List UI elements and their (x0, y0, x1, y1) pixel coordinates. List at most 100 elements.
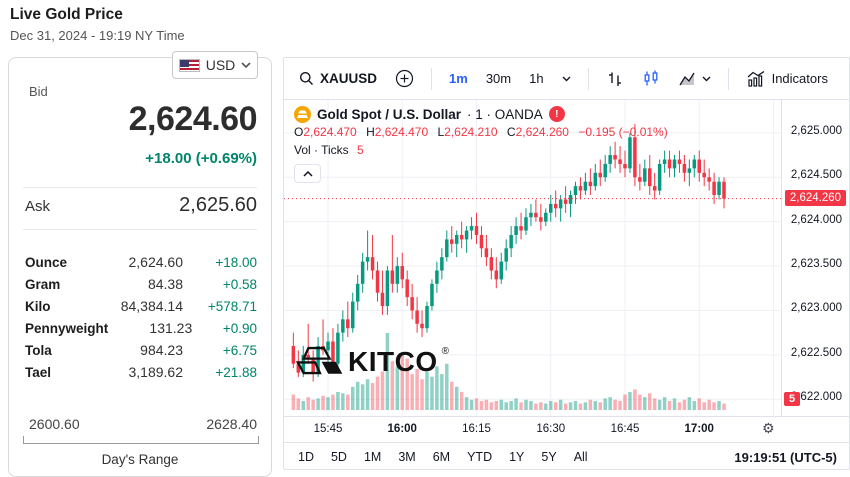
symbol-title[interactable]: Gold Spot / U.S. Dollar (317, 106, 462, 122)
unit-change: +21.88 (215, 364, 257, 380)
toolbar-divider (431, 67, 433, 90)
gold-coin-icon (294, 105, 311, 123)
change-value: −0.195 (−0.01%) (578, 125, 668, 139)
kitco-watermark-text: KITCO (348, 345, 438, 377)
price-axis-label: 2,624.500 (790, 169, 842, 182)
range-all-button[interactable]: All (573, 450, 588, 464)
unit-label: Tola (25, 342, 52, 358)
unit-value: 2,624.60 (128, 254, 184, 270)
range-1m-button[interactable]: 1M (363, 450, 382, 464)
day-range-low: 2600.60 (29, 416, 80, 432)
chart-toolbar: XAUUSD 1m 30m 1h (284, 58, 849, 100)
close-label: C (506, 125, 516, 139)
range-ytd-button[interactable]: YTD (467, 450, 493, 464)
candlestick-plot[interactable] (284, 100, 781, 416)
range-6m-button[interactable]: 6M (432, 450, 451, 464)
symbol-label: XAUUSD (320, 71, 378, 86)
legend-volume-row: Vol · Ticks 5 (294, 143, 668, 158)
ask-value: 2,625.60 (179, 194, 257, 216)
low-label: L (437, 125, 445, 139)
toolbar-divider (727, 67, 729, 90)
chevron-down-icon (241, 62, 251, 68)
bars-style-button[interactable] (601, 67, 629, 91)
table-row-tael: Tael 3,189.62 +21.88 (25, 361, 257, 383)
page-title: Live Gold Price (10, 6, 123, 23)
unit-value: 984.23 (140, 342, 183, 358)
unit-label: Ounce (25, 254, 68, 270)
range-1y-button[interactable]: 1Y (509, 450, 525, 464)
toolbar-divider (587, 67, 589, 90)
unit-value: 131.23 (149, 320, 193, 336)
divider (23, 229, 257, 230)
price-axis-label: 2,623.500 (790, 258, 842, 271)
legend-collapse-button[interactable] (294, 164, 321, 183)
price-axis-label: 2,625.000 (790, 124, 842, 137)
time-axis-label: 16:45 (610, 423, 640, 435)
unit-label: Gram (25, 276, 61, 292)
area-style-icon (679, 72, 695, 85)
unit-value: 84,384.14 (120, 298, 183, 314)
indicators-label: Indicators (771, 71, 828, 86)
unit-label: Pennyweight (25, 320, 109, 336)
time-axis[interactable]: 15:45 16:00 16:15 16:30 16:45 17:00 ⚙ (284, 416, 849, 442)
interval-1m-button[interactable]: 1m (444, 68, 473, 89)
plus-circle-icon (395, 69, 414, 88)
high-label: H (366, 125, 375, 139)
us-flag-icon (178, 58, 200, 72)
unit-change: +0.58 (222, 276, 257, 292)
bid-change: +18.00 (+0.69%) (145, 150, 257, 167)
range-1d-button[interactable]: 1D (298, 450, 314, 464)
indicators-icon (747, 70, 764, 87)
open-value: 2,624.470 (303, 125, 357, 139)
unit-label: Tael (25, 364, 52, 380)
currency-label: USD (205, 57, 236, 73)
ask-label: Ask (25, 198, 51, 215)
timezone-clock[interactable]: 19:19:51 (UTC-5) (734, 449, 837, 465)
registered-mark: ® (441, 346, 449, 357)
area-style-button[interactable] (673, 67, 716, 91)
unit-value: 3,189.62 (128, 364, 184, 380)
alert-icon[interactable]: ! (548, 106, 565, 122)
unit-change: +578.71 (207, 298, 257, 314)
bars-style-icon (608, 72, 621, 86)
day-range-label: Day's Range (101, 452, 179, 467)
open-label: O (294, 125, 304, 139)
compare-add-button[interactable] (390, 66, 419, 91)
range-5d-button[interactable]: 5D (330, 450, 347, 464)
close-value: 2,624.260 (515, 125, 569, 139)
candles-style-button[interactable] (637, 67, 665, 91)
unit-change: +18.00 (215, 254, 257, 270)
price-axis[interactable]: 2,625.000 2,624.500 2,624.000 2,623.500 … (781, 100, 849, 416)
currency-selector[interactable]: USD (172, 51, 258, 79)
time-axis-label: 17:00 (684, 423, 714, 435)
chart-footer: 1D 5D 1M 3M 6M YTD 1Y 5Y All 19:19:51 (U… (284, 442, 849, 471)
unit-price-table: Ounce 2,624.60 +18.00 Gram 84.38 +0.58 K… (25, 251, 257, 383)
range-3m-button[interactable]: 3M (398, 450, 416, 464)
price-axis-label: 2,622.000 (790, 391, 842, 404)
candles-style-icon (644, 70, 658, 85)
chevron-up-icon (302, 170, 313, 177)
time-axis-label: 16:00 (387, 423, 417, 435)
tradingview-chart-widget: XAUUSD 1m 30m 1h (283, 57, 850, 470)
range-5y-button[interactable]: 5Y (541, 450, 557, 464)
legend-ohlc-row: O2,624.470 H2,624.470 L2,624.210 C2,624.… (294, 125, 668, 140)
unit-label: Kilo (25, 298, 51, 314)
legend-symbol-row: Gold Spot / U.S. Dollar · 1 · OANDA ! (294, 105, 668, 123)
high-value: 2,624.470 (374, 125, 429, 139)
day-range-high: 2628.40 (206, 416, 257, 432)
time-axis-label: 16:15 (462, 423, 491, 435)
interval-menu-button[interactable] (557, 73, 576, 85)
indicators-button[interactable]: Indicators (741, 67, 833, 91)
bid-label: Bid (29, 84, 48, 99)
kitco-watermark: KITCO ® (294, 345, 449, 378)
interval-1h-button[interactable]: 1h (524, 68, 548, 89)
day-range-bracket (23, 436, 259, 444)
symbol-meta: · 1 · OANDA (467, 106, 543, 122)
gear-icon[interactable]: ⚙ (762, 420, 775, 436)
bid-value: 2,624.60 (128, 100, 258, 138)
unit-value: 84.38 (147, 276, 183, 292)
volume-value: 5 (357, 143, 364, 157)
interval-30m-button[interactable]: 30m (481, 68, 516, 89)
symbol-search-button[interactable]: XAUUSD (294, 68, 382, 89)
